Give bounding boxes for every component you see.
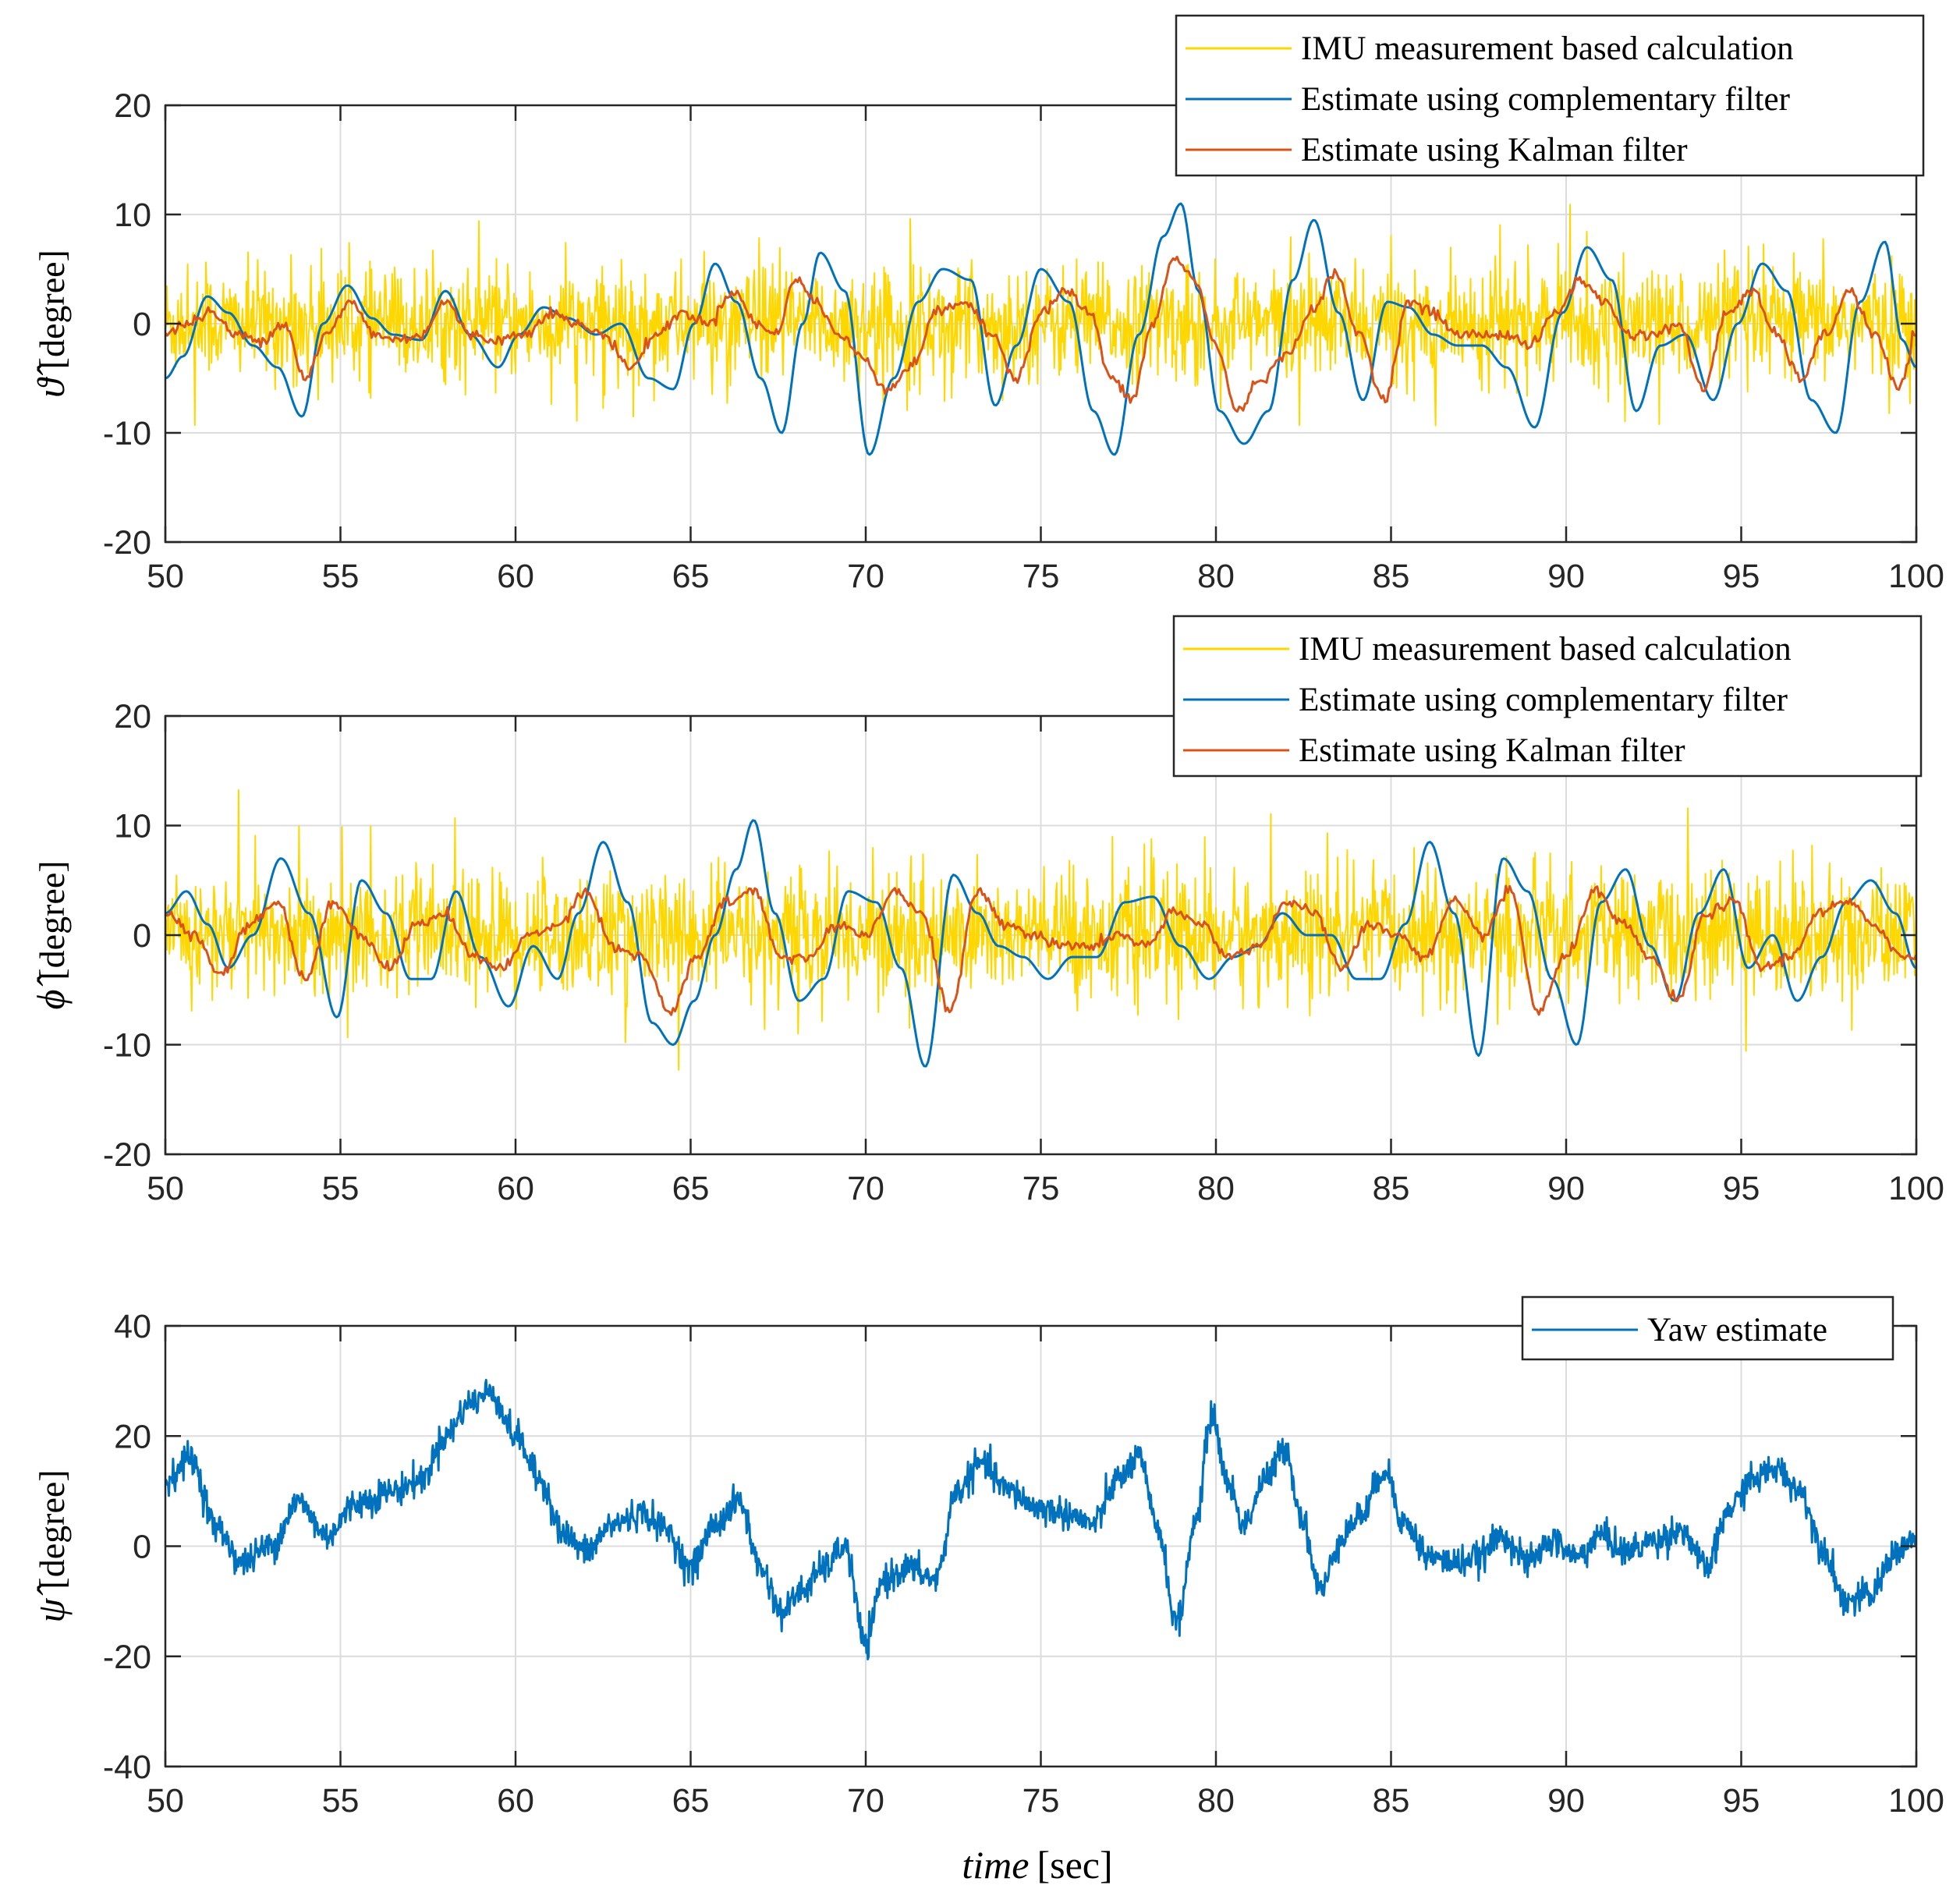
x-axis-label: time [sec] (962, 1843, 1112, 1887)
x-tick-label: 55 (322, 558, 360, 595)
panel-1: 50 55 60 65 70 75 80 85 90 95 100 -20 -10 0 10 20 ϑ̂[deg… (29, 14, 1944, 595)
x-tick-label: 55 (322, 1170, 360, 1207)
x-tick-label: 50 (147, 1782, 184, 1820)
x-tick-label: 100 (1888, 558, 1944, 595)
y-tick-label: 20 (114, 87, 151, 125)
x-tick-label: 80 (1197, 558, 1235, 595)
y-axis-label-unit: [degree] (32, 1469, 72, 1589)
legend-entry-label: Estimate using Kalman filter (1299, 732, 1685, 769)
y-axis-label-unit: [degree] (32, 250, 72, 369)
series-line-3 (165, 884, 1916, 1016)
legend-box (1175, 14, 1925, 177)
x-tick-label: 50 (147, 558, 184, 595)
series-line-2 (165, 202, 1916, 456)
x-tick-label: 85 (1373, 558, 1410, 595)
legend: IMU measurement based calculation Estimat… (1175, 14, 1925, 177)
x-tick-label: 50 (147, 1170, 184, 1207)
legend-box (1521, 1295, 1894, 1361)
x-tick-label: 65 (672, 558, 710, 595)
x-axis-label-symbol: time (962, 1843, 1029, 1887)
y-axis-label-unit: [degree] (32, 860, 72, 980)
legend-entry-label: IMU measurement based calculation (1299, 631, 1792, 668)
x-tick-label: 100 (1888, 1170, 1944, 1207)
y-axis-label: ψ̂[degree] (29, 1469, 73, 1622)
legend: IMU measurement based calculation Estimat… (1172, 615, 1923, 778)
x-tick-label: 90 (1547, 1170, 1585, 1207)
x-tick-label: 70 (847, 1170, 884, 1207)
series-line-2 (165, 819, 1916, 1068)
x-tick-label: 75 (1023, 1782, 1060, 1820)
legend-entry-label: Yaw estimate (1647, 1312, 1827, 1348)
y-tick-label: -20 (103, 524, 151, 562)
legend-entry-label: IMU measurement based calculation (1301, 30, 1794, 67)
legend: Yaw estimate (1521, 1295, 1894, 1361)
x-tick-label: 90 (1547, 558, 1585, 595)
x-tick-label: 60 (497, 558, 534, 595)
x-tick-label: 100 (1888, 1782, 1944, 1820)
series-line-1 (165, 1378, 1916, 1660)
x-tick-label: 60 (497, 1782, 534, 1820)
legend-entry-label: Estimate using complementary filter (1299, 682, 1788, 718)
x-tick-label: 60 (497, 1170, 534, 1207)
x-tick-label: 90 (1547, 1782, 1585, 1820)
x-tick-label: 80 (1197, 1170, 1235, 1207)
y-axis-label: ϑ̂[degree] (29, 250, 73, 398)
y-axis-label: ϕ̂[degree] (29, 860, 73, 1009)
x-tick-label: 85 (1373, 1782, 1410, 1820)
y-tick-label: 20 (114, 698, 151, 735)
y-tick-label: -10 (103, 415, 151, 452)
y-tick-label: -10 (103, 1027, 151, 1065)
y-tick-label: 0 (133, 1529, 151, 1566)
legend-entry-label: Estimate using Kalman filter (1301, 132, 1688, 168)
y-tick-label: 10 (114, 808, 151, 845)
y-tick-label: 0 (133, 917, 151, 955)
x-axis-label-unit: [sec] (1037, 1843, 1112, 1887)
y-tick-label: 20 (114, 1418, 151, 1455)
x-tick-label: 65 (672, 1170, 710, 1207)
x-tick-label: 75 (1023, 558, 1060, 595)
y-tick-label: -20 (103, 1136, 151, 1174)
x-tick-label: 75 (1023, 1170, 1060, 1207)
x-tick-label: 70 (847, 558, 884, 595)
x-tick-label: 80 (1197, 1782, 1235, 1820)
panel-2: 50 55 60 65 70 75 80 85 90 95 100 -20 -10 0 10 20 ϕ̂[deg… (29, 615, 1944, 1207)
y-tick-label: 0 (133, 306, 151, 343)
x-tick-label: 95 (1723, 1170, 1760, 1207)
legend-box (1172, 615, 1923, 778)
y-tick-label: -40 (103, 1749, 151, 1786)
legend-entry-label: Estimate using complementary filter (1301, 81, 1790, 118)
x-tick-label: 95 (1723, 558, 1760, 595)
panel-3: 50 55 60 65 70 75 80 85 90 95 100 -40 -20 0 20 40 ψ̂[deg… (29, 1295, 1944, 1820)
y-tick-label: 10 (114, 197, 151, 234)
y-tick-label: -20 (103, 1639, 151, 1676)
series-line-3 (165, 255, 1916, 413)
x-tick-label: 55 (322, 1782, 360, 1820)
x-tick-label: 95 (1723, 1782, 1760, 1820)
y-tick-label: 40 (114, 1308, 151, 1345)
x-tick-label: 65 (672, 1782, 710, 1820)
x-tick-label: 85 (1373, 1170, 1410, 1207)
series-line-1 (165, 789, 1916, 1071)
x-tick-label: 70 (847, 1782, 884, 1820)
panels: 50 55 60 65 70 75 80 85 90 95 100-20-1001020ϑ̂[deg… (29, 14, 1944, 1820)
